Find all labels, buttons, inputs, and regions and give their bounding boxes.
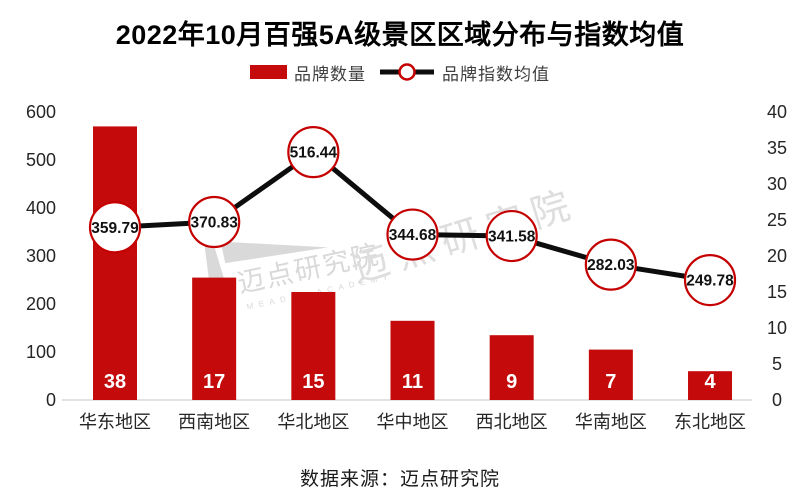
- right-axis-tick-label: 10: [767, 318, 787, 338]
- legend-label-line: 品牌指数均值: [442, 64, 550, 84]
- x-axis-category-label: 华南地区: [575, 412, 647, 432]
- point-marker-西南地区: [188, 195, 241, 249]
- bar-value-label: 17: [203, 371, 225, 393]
- x-axis-category-label: 西南地区: [178, 412, 250, 432]
- left-axis-tick-label: 400: [26, 198, 56, 218]
- line-legend-marker-icon: [380, 63, 434, 81]
- right-axis-tick-label: 0: [772, 390, 782, 410]
- bar-value-label: 7: [605, 371, 616, 393]
- legend-circle-marker: [398, 63, 416, 81]
- right-axis-tick-label: 35: [767, 138, 787, 158]
- point-marker-华南地区: [584, 238, 637, 291]
- point-value-label: 282.03: [587, 257, 635, 274]
- bar-西南地区: [192, 277, 237, 400]
- bar-swatch-rect: [250, 65, 287, 79]
- left-axis-tick-label: 0: [46, 390, 56, 410]
- point-marker-华东地区: [88, 201, 142, 254]
- right-axis-tick-label: 15: [767, 282, 787, 302]
- point-value-label: 341.58: [488, 229, 536, 246]
- x-axis-category-label: 华中地区: [377, 412, 449, 432]
- left-axis-tick-label: 200: [26, 294, 56, 314]
- point-marker-东北地区: [683, 254, 737, 307]
- bar-华中地区: [390, 320, 435, 400]
- bar-value-label: 15: [302, 371, 324, 393]
- bar-西北地区: [489, 335, 534, 400]
- right-axis-tick-label: 25: [767, 210, 787, 230]
- bar-value-label: 38: [104, 371, 126, 393]
- bar-华东地区: [93, 126, 137, 401]
- watermark-beam-icon: [220, 241, 329, 264]
- page-title: 2022年10月百强5A级景区区域分布与指数均值: [115, 20, 685, 50]
- bar-华南地区: [588, 349, 633, 400]
- right-axis-tick-label: 30: [767, 174, 787, 194]
- x-axis-category-label: 东北地区: [674, 412, 746, 432]
- left-axis-tick-label: 100: [26, 342, 56, 362]
- left-axis-tick-label: 500: [26, 150, 56, 170]
- bar-legend-swatch-icon: [250, 65, 287, 79]
- x-axis-category-label: 华东地区: [79, 412, 151, 432]
- point-value-label: 359.79: [91, 220, 139, 237]
- bar-value-label: 9: [506, 371, 517, 393]
- bar-华北地区: [291, 292, 336, 400]
- point-marker-西北地区: [485, 209, 538, 263]
- point-marker-华中地区: [386, 208, 439, 261]
- x-axis-category-label: 华北地区: [277, 412, 349, 432]
- right-axis-tick-label: 5: [772, 354, 782, 374]
- x-axis-category-label: 西北地区: [476, 412, 548, 432]
- bar-value-label: 4: [704, 371, 716, 393]
- right-axis-tick-label: 20: [767, 246, 787, 266]
- point-value-label: 249.78: [686, 273, 734, 290]
- point-value-label: 370.83: [190, 215, 238, 232]
- chart-legend: 品牌数量 品牌指数均值: [0, 60, 800, 84]
- left-axis-tick-label: 600: [26, 102, 56, 122]
- bar-东北地区: [688, 371, 733, 400]
- left-axis-tick-label: 300: [26, 246, 56, 266]
- point-value-label: 344.68: [389, 227, 437, 244]
- data-source-note: 数据来源：迈点研究院: [299, 469, 500, 490]
- bar-value-label: 11: [402, 371, 423, 393]
- right-axis-tick-label: 40: [767, 102, 787, 122]
- point-marker-华北地区: [287, 126, 340, 179]
- legend-label-bars: 品牌数量: [294, 64, 366, 84]
- point-value-label: 516.44: [290, 145, 338, 162]
